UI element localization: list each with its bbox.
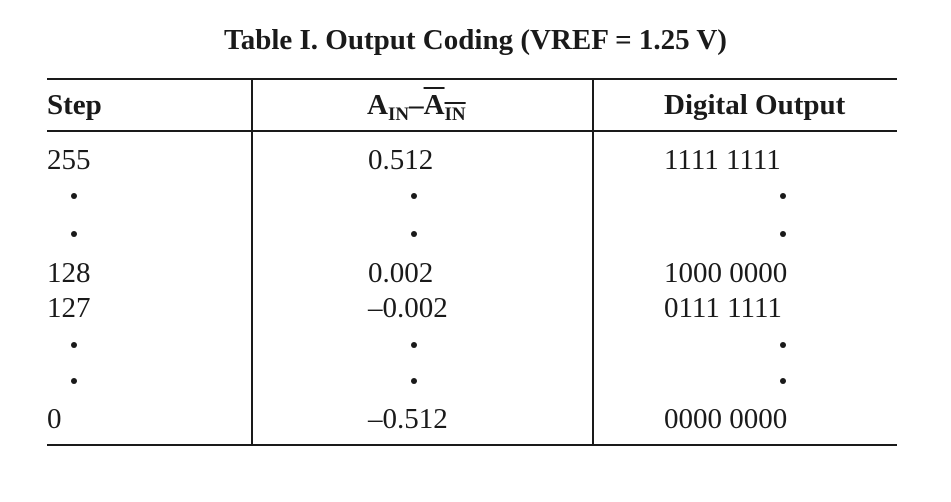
column-divider-1 bbox=[251, 78, 253, 446]
step-cell-127: 127 bbox=[47, 292, 91, 324]
ellipsis-dot bbox=[411, 193, 417, 199]
header-ain-dash: – bbox=[409, 89, 424, 121]
digital-output-column: 1111 1111 1000 0000 0111 1111 0000 0000 bbox=[594, 78, 897, 446]
header-ain-bar-sub: IN bbox=[444, 104, 466, 125]
table-title: Table I. Output Coding (VREF = 1.25 V) bbox=[224, 24, 727, 56]
header-ain-bar: AIN bbox=[423, 89, 466, 125]
ellipsis-dot bbox=[71, 193, 77, 199]
ain-cell-0: –0.512 bbox=[368, 403, 448, 435]
ain-cell-127: –0.002 bbox=[368, 292, 448, 324]
digital-cell-255: 1111 1111 bbox=[664, 144, 781, 176]
header-bottom-rule bbox=[47, 130, 897, 132]
ellipsis-dot bbox=[780, 193, 786, 199]
header-ain-main: A bbox=[367, 89, 388, 121]
ellipsis-dot bbox=[71, 342, 77, 348]
header-step: Step bbox=[47, 89, 102, 121]
ain-cell-128: 0.002 bbox=[368, 257, 434, 289]
ellipsis-dot bbox=[411, 378, 417, 384]
ellipsis-dot bbox=[411, 231, 417, 237]
digital-cell-128: 1000 0000 bbox=[664, 257, 788, 289]
header-ain-sub: IN bbox=[387, 104, 410, 125]
ellipsis-dot bbox=[780, 378, 786, 384]
table-top-rule bbox=[47, 78, 897, 80]
step-cell-128: 128 bbox=[47, 257, 91, 289]
step-cell-0: 0 bbox=[47, 403, 62, 435]
ellipsis-dot bbox=[780, 342, 786, 348]
header-ain-bar-main: A bbox=[423, 89, 445, 121]
ellipsis-dot bbox=[71, 378, 77, 384]
ellipsis-dot bbox=[780, 231, 786, 237]
ain-column: 0.512 0.002 –0.002 –0.512 bbox=[253, 78, 592, 446]
ellipsis-dot bbox=[411, 342, 417, 348]
column-divider-2 bbox=[592, 78, 594, 446]
ain-cell-255: 0.512 bbox=[368, 144, 434, 176]
step-cell-255: 255 bbox=[47, 144, 91, 176]
header-ain: AIN–AIN bbox=[367, 86, 466, 128]
digital-cell-0: 0000 0000 bbox=[664, 403, 788, 435]
output-coding-table: Step AIN–AIN Digital Output 255 128 127 … bbox=[47, 78, 897, 446]
header-digital-output: Digital Output bbox=[664, 89, 846, 121]
step-column: 255 128 127 0 bbox=[47, 78, 251, 446]
table-bottom-rule bbox=[47, 444, 897, 446]
digital-cell-127: 0111 1111 bbox=[664, 292, 782, 324]
ellipsis-dot bbox=[71, 231, 77, 237]
